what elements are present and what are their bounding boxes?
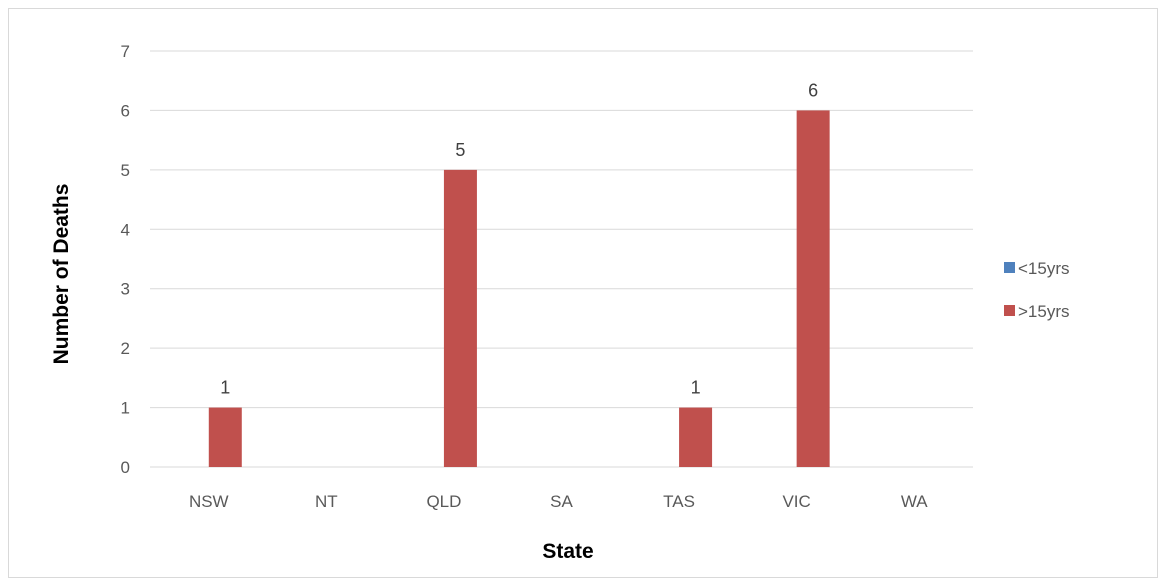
data-label: 1	[220, 378, 230, 398]
y-tick-label: 2	[121, 339, 130, 358]
y-axis-title: Number of Deaths	[50, 184, 73, 365]
y-tick-label: 6	[121, 101, 130, 120]
x-tick-label: NT	[315, 492, 338, 511]
x-tick-label: NSW	[189, 492, 229, 511]
data-label: 5	[455, 140, 465, 160]
data-label: 1	[691, 378, 701, 398]
x-axis-title: State	[542, 540, 593, 563]
bar-tas-series-2	[679, 407, 713, 467]
x-tick-label: VIC	[782, 492, 810, 511]
legend-label: >15yrs	[1018, 302, 1070, 321]
y-tick-label: 0	[121, 458, 130, 477]
bars	[208, 110, 830, 467]
y-tick-label: 4	[121, 220, 130, 239]
x-tick-label: SA	[550, 492, 573, 511]
bar-vic-series-2	[796, 110, 830, 467]
y-tick-label: 7	[121, 42, 130, 61]
y-tick-label: 3	[121, 280, 130, 299]
gridlines	[150, 50, 973, 468]
x-axis-ticks: NSW NT QLD SA TAS VIC WA	[189, 492, 928, 511]
y-tick-label: 5	[121, 161, 130, 180]
chart-frame	[8, 8, 1158, 578]
bar-nsw-series-2	[208, 407, 242, 467]
x-tick-label: WA	[901, 492, 928, 511]
data-label: 6	[808, 80, 818, 100]
x-tick-label: QLD	[426, 492, 461, 511]
legend-label: <15yrs	[1018, 259, 1070, 278]
y-tick-label: 1	[121, 399, 130, 418]
x-tick-label: TAS	[663, 492, 695, 511]
y-axis-ticks: 0 1 2 3 4 5 6 7	[121, 42, 130, 477]
legend: <15yrs >15yrs	[1004, 259, 1070, 321]
bar-qld-series-2	[443, 169, 477, 467]
legend-swatch	[1004, 262, 1015, 273]
legend-swatch	[1004, 305, 1015, 316]
